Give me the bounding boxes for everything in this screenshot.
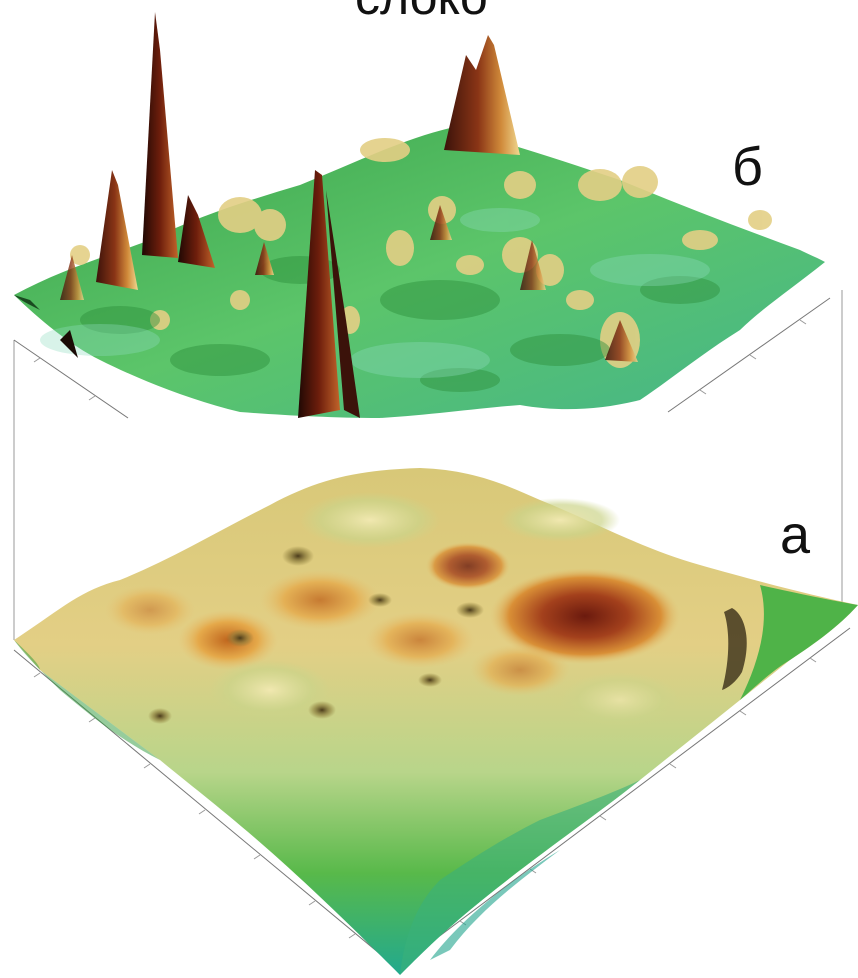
spike-tall-1: [142, 12, 178, 258]
spike-5: [444, 35, 520, 155]
surface-a: [14, 468, 858, 975]
surface-a-label: а: [780, 505, 811, 565]
spike-3: [178, 195, 215, 268]
spike-6: [255, 242, 274, 275]
axes-b: [13, 297, 831, 419]
surface-b: [14, 12, 825, 418]
surface-b-label: б: [732, 137, 763, 197]
spike-2: [96, 170, 138, 290]
top-cut-label: слоко: [355, 0, 488, 22]
spike-4: [298, 170, 340, 418]
